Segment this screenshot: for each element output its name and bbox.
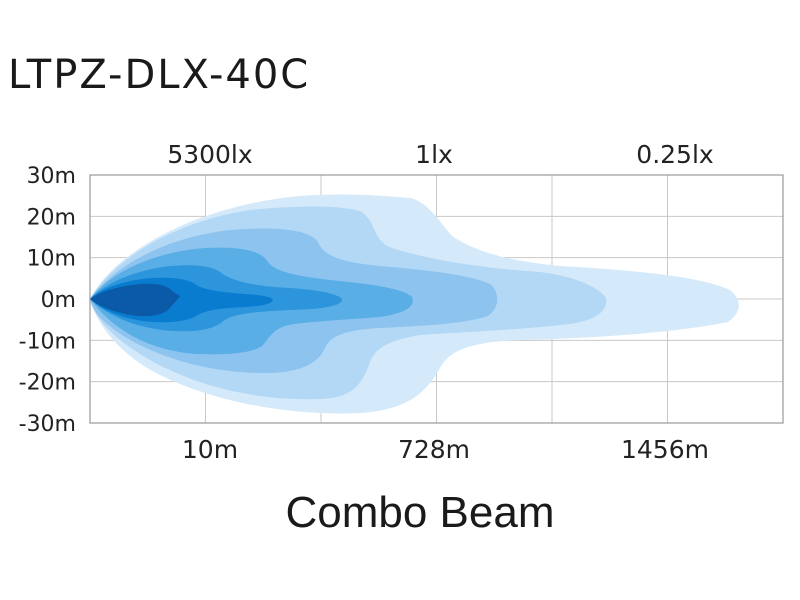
beam-name: Combo Beam [285, 488, 555, 537]
lux-labels: 5300lx 1lx 0.25lx [167, 140, 713, 169]
x-tick-1456m: 1456m [621, 435, 709, 464]
lux-label-5300: 5300lx [167, 140, 252, 169]
x-axis-ticks: 10m 728m 1456m [182, 435, 709, 464]
y-tick-label: 0m [41, 288, 76, 313]
y-tick-label: -20m [19, 371, 76, 396]
y-axis-ticks: 30m 20m 10m 0m -10m -20m -30m [19, 164, 76, 437]
x-tick-728m: 728m [398, 435, 470, 464]
y-tick-label: -30m [19, 412, 76, 437]
y-tick-label: 20m [27, 205, 76, 230]
x-tick-10m: 10m [182, 435, 238, 464]
beam-contours [90, 194, 739, 414]
y-tick-label: -10m [19, 329, 76, 354]
lux-label-025: 0.25lx [636, 140, 713, 169]
y-tick-label: 30m [27, 164, 76, 189]
lux-label-1: 1lx [415, 140, 453, 169]
plot-frame [89, 174, 784, 424]
contour-level-7 [90, 283, 180, 317]
chart-title: LTPZ-DLX-40C [8, 52, 311, 98]
y-tick-label: 10m [27, 247, 76, 272]
